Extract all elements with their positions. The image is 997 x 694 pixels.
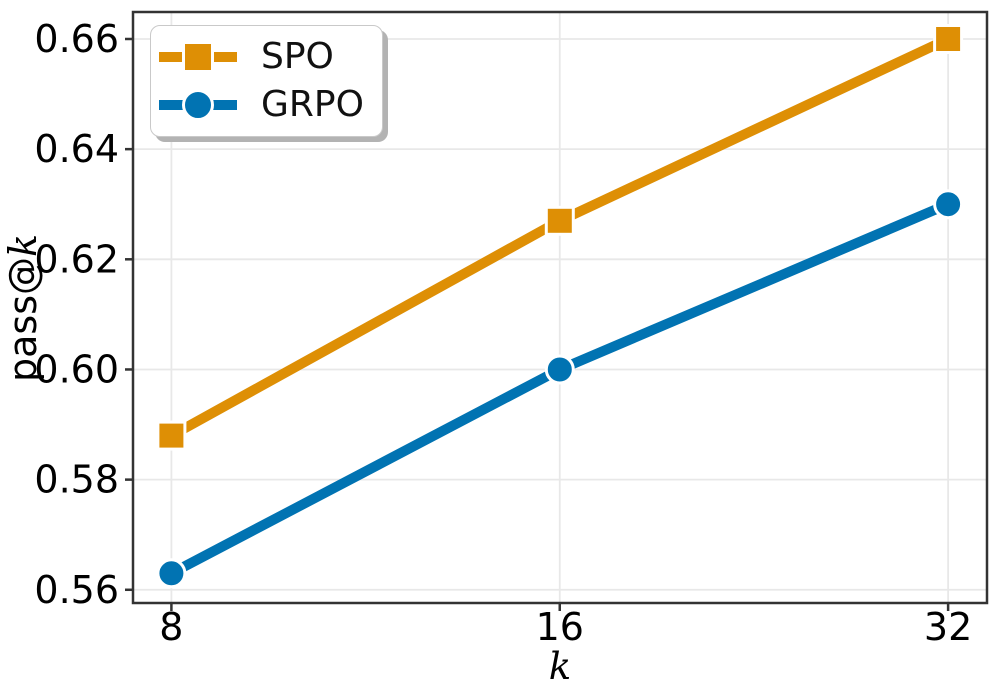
data-point-spo: [544, 205, 575, 236]
y-tick-label: 0.62: [34, 237, 119, 281]
x-axis-label: k: [549, 645, 571, 688]
legend: SPO GRPO: [150, 25, 383, 137]
legend-label: GRPO: [261, 84, 364, 125]
legend-label: SPO: [261, 36, 334, 77]
legend-item-spo: SPO: [159, 33, 364, 81]
data-point-grpo: [544, 354, 575, 385]
y-tick-label: 0.58: [34, 458, 119, 502]
x-tick-label: 16: [536, 605, 584, 649]
y-tick-label: 0.56: [34, 568, 119, 612]
data-point-grpo: [933, 189, 964, 220]
data-point-spo: [156, 420, 187, 451]
y-tick-label: 0.66: [34, 17, 119, 61]
data-point-grpo: [156, 558, 187, 589]
x-tick-label: 32: [924, 605, 972, 649]
legend-handle-spo: [159, 40, 237, 74]
data-point-spo: [933, 24, 964, 54]
y-axis-label-math-k: k: [1, 234, 45, 257]
y-tick-label: 0.64: [34, 127, 119, 171]
square-marker-icon: [182, 41, 214, 73]
legend-item-grpo: GRPO: [159, 81, 364, 129]
legend-handle-grpo: [159, 88, 237, 122]
x-tick-label: 8: [159, 605, 183, 649]
y-tick-label: 0.60: [34, 348, 119, 392]
circle-marker-icon: [182, 89, 214, 121]
y-axis-label: pass@k: [1, 234, 45, 382]
y-axis-label-text: pass@: [1, 257, 45, 382]
